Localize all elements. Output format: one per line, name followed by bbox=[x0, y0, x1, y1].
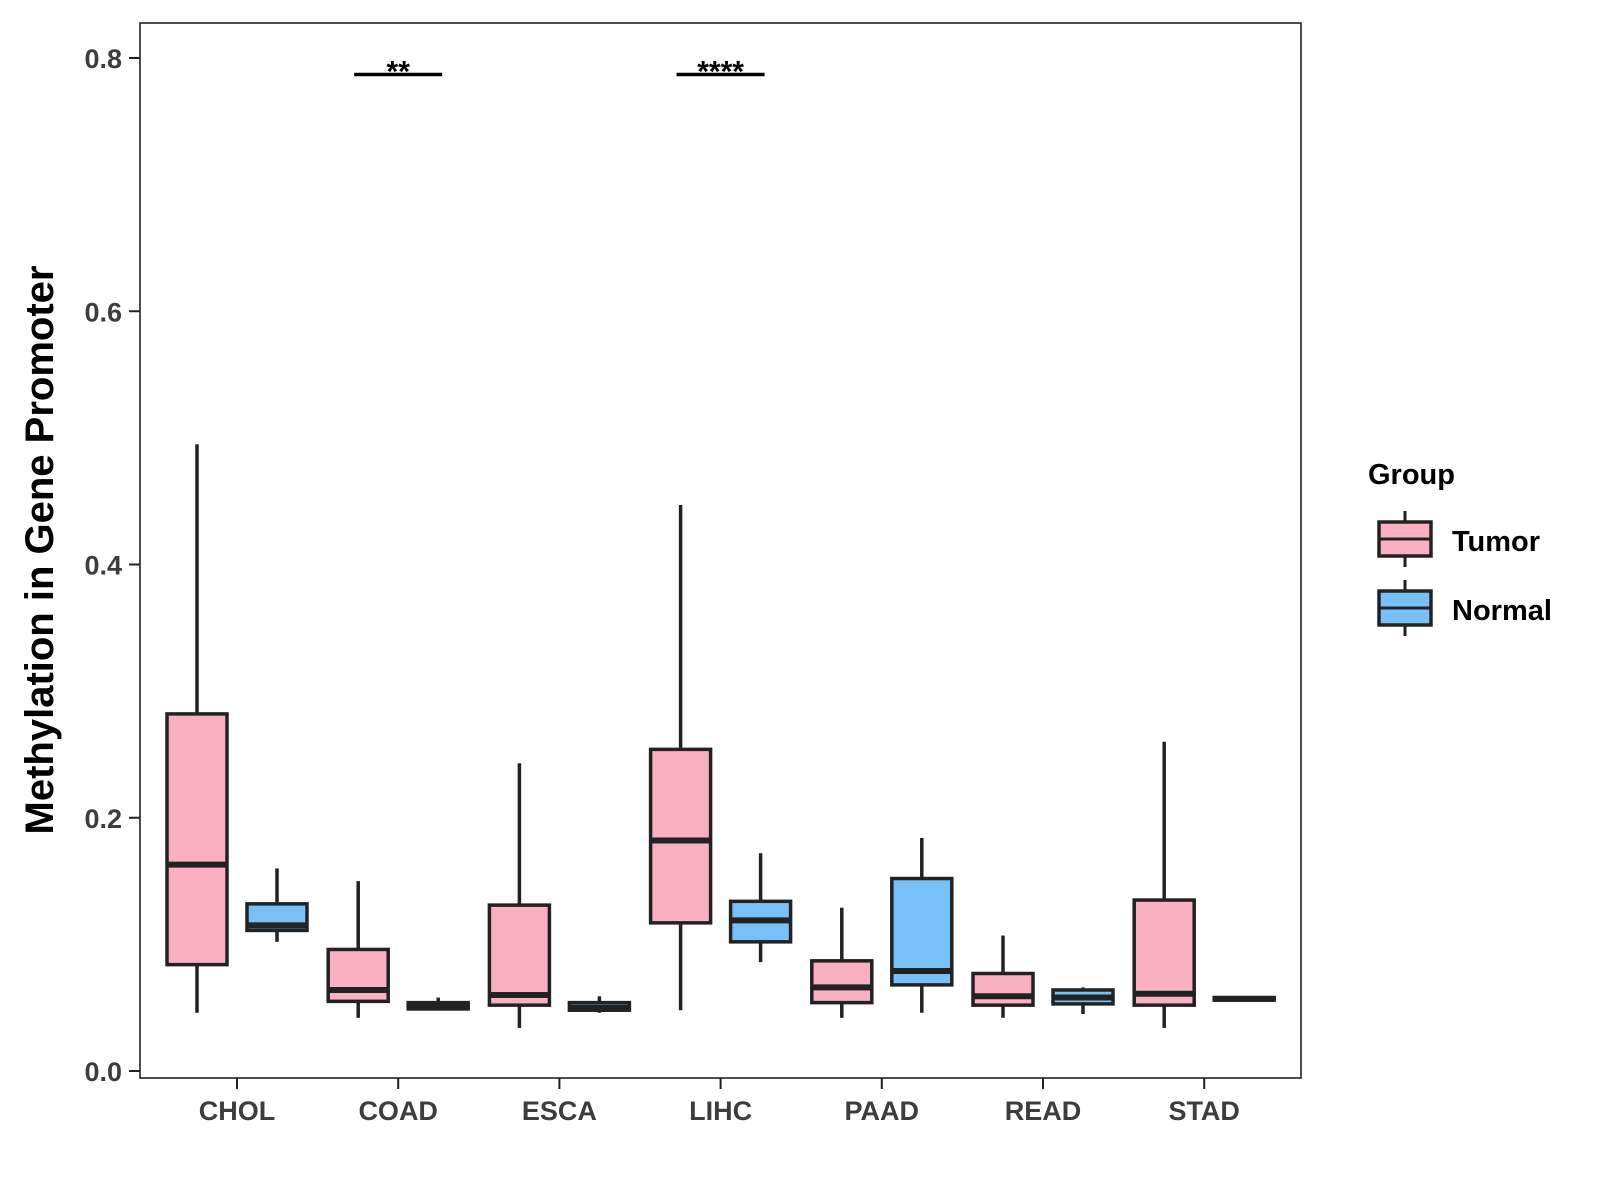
box-iqr bbox=[810, 959, 874, 1005]
x-tick-label-esca: ESCA bbox=[522, 1096, 597, 1126]
y-tick-label: 0.6 bbox=[84, 297, 122, 327]
box-tumor-esca bbox=[487, 763, 552, 1028]
legend-entry-tumor: Tumor bbox=[1377, 511, 1540, 567]
box-iqr bbox=[648, 747, 713, 925]
y-axis-label: Methylation in Gene Promoter bbox=[18, 266, 62, 835]
box-tumor-chol bbox=[165, 444, 229, 1013]
legend-entry-normal: Normal bbox=[1377, 580, 1552, 636]
plot-area: ** **** bbox=[165, 55, 1276, 1028]
box-normal-stad bbox=[1212, 995, 1276, 1002]
significance-coad: ** bbox=[354, 55, 443, 88]
box-iqr bbox=[1132, 898, 1196, 1007]
box-tumor-read bbox=[971, 935, 1035, 1018]
y-tick-label: 0.0 bbox=[84, 1057, 122, 1087]
significance-label: ** bbox=[387, 55, 411, 88]
box-normal-lihc bbox=[728, 853, 793, 963]
x-tick-label-lihc: LIHC bbox=[689, 1096, 752, 1126]
x-tick-label-chol: CHOL bbox=[199, 1096, 276, 1126]
legend-label-tumor: Tumor bbox=[1452, 526, 1540, 558]
y-tick-label: 0.4 bbox=[84, 551, 122, 581]
legend: Group Tumor Normal bbox=[1368, 459, 1552, 636]
y-tick-label: 0.8 bbox=[84, 44, 122, 74]
box-normal-chol bbox=[245, 868, 309, 942]
legend-title: Group bbox=[1368, 459, 1455, 491]
box-iqr bbox=[165, 712, 229, 967]
y-tick-label: 0.2 bbox=[84, 804, 122, 834]
x-tick-label-read: READ bbox=[1005, 1096, 1082, 1126]
significance-label: **** bbox=[697, 55, 744, 88]
x-tick-label-stad: STAD bbox=[1168, 1096, 1240, 1126]
significance-lihc: **** bbox=[676, 55, 765, 88]
legend-key-tumor bbox=[1377, 511, 1433, 567]
box-iqr bbox=[326, 947, 390, 1004]
x-tick-label-coad: COAD bbox=[358, 1096, 438, 1126]
box-tumor-coad bbox=[326, 881, 390, 1018]
box-tumor-paad bbox=[810, 907, 874, 1018]
box-normal-paad bbox=[890, 838, 954, 1013]
box-normal-read bbox=[1051, 987, 1115, 1015]
legend-label-normal: Normal bbox=[1452, 595, 1552, 627]
box-normal-coad bbox=[406, 997, 470, 1011]
box-tumor-lihc bbox=[648, 504, 713, 1011]
x-tick-label-paad: PAAD bbox=[845, 1096, 920, 1126]
box-iqr bbox=[487, 903, 552, 1007]
axes: 0.0 0.2 0.4 0.6 0.8 CHOL COAD ESCA LIHC PAAD READ S… bbox=[84, 44, 1239, 1126]
legend-key-normal bbox=[1377, 580, 1433, 636]
box-tumor-stad bbox=[1132, 741, 1196, 1028]
box-iqr bbox=[890, 876, 954, 987]
box-normal-esca bbox=[567, 996, 632, 1013]
box-iqr bbox=[971, 971, 1035, 1007]
